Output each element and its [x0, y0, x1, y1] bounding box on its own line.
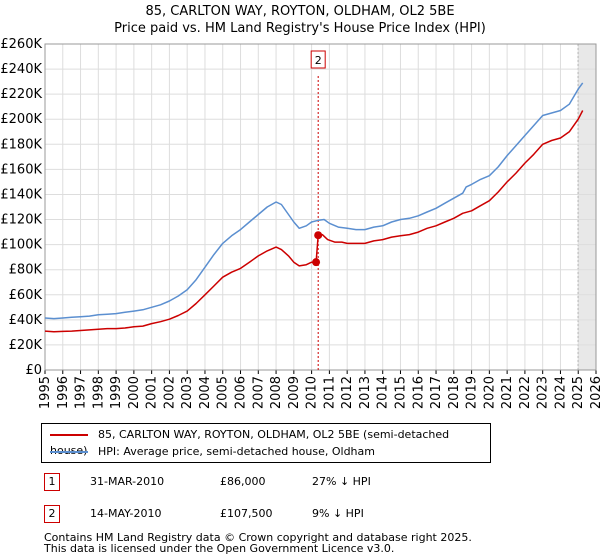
x-tick-label: 2015 [393, 376, 408, 409]
y-tick-label: £180K [0, 137, 42, 152]
plot-area [45, 44, 596, 370]
x-tick-label: 2021 [500, 376, 515, 409]
x-tick-label: 2024 [553, 376, 568, 409]
transaction-badge: 1 [44, 473, 60, 491]
x-tick-label: 2014 [376, 376, 391, 409]
chart-title-line1: 85, CARLTON WAY, ROYTON, OLDHAM, OL2 5BE [145, 4, 455, 19]
chart-title-line2: Price paid vs. HM Land Registry's House … [114, 21, 486, 36]
legend: 85, CARLTON WAY, ROYTON, OLDHAM, OL2 5BE… [41, 423, 491, 463]
x-tick-label: 2012 [340, 376, 355, 409]
x-tick-label: 2010 [305, 376, 320, 409]
x-tick-label: 2006 [234, 376, 249, 409]
x-tick-label: 1995 [38, 376, 53, 409]
x-tick-label: 1996 [56, 376, 71, 409]
x-tick-label: 2007 [251, 376, 266, 409]
future-shaded-region [578, 44, 596, 370]
x-tick-label: 2013 [358, 376, 373, 409]
transaction-price: £107,500 [220, 507, 273, 520]
x-tick-label: 2017 [429, 376, 444, 409]
x-tick-label: 2016 [411, 376, 426, 409]
y-tick-label: £260K [0, 37, 42, 52]
chart-title: 85, CARLTON WAY, ROYTON, OLDHAM, OL2 5BE… [0, 3, 600, 37]
y-tick-label: £80K [9, 263, 43, 278]
x-tick-label: 2011 [322, 376, 337, 409]
x-tick-label: 2001 [145, 376, 160, 409]
y-tick-label: £100K [0, 238, 42, 253]
y-tick-label: £120K [0, 213, 42, 228]
chart-svg: £0 £20K £40K £60K £80K £100K £120K £140K £160K £1… [0, 37, 600, 409]
sale-marker [314, 231, 323, 240]
legend-label-property: 85, CARLTON WAY, ROYTON, OLDHAM, OL2 5BE… [50, 428, 450, 457]
transaction-date: 14-MAY-2010 [90, 507, 162, 520]
x-tick-label: 2002 [162, 376, 177, 409]
x-tick-label: 2009 [287, 376, 302, 409]
annotation-badge-box [310, 50, 326, 69]
footer-line1: Contains HM Land Registry data © Crown c… [44, 531, 472, 544]
x-tick-label: 2018 [447, 376, 462, 409]
plot-frame [44, 43, 597, 371]
x-tick-label: 2022 [518, 376, 533, 409]
x-tick-label: 1998 [91, 376, 106, 409]
transaction-badge: 2 [44, 505, 60, 523]
legend-item-property: 85, CARLTON WAY, ROYTON, OLDHAM, OL2 5BE… [50, 427, 490, 457]
y-tick-label: £20K [9, 338, 43, 353]
transaction-hpi-diff: 9% ↓ HPI [312, 507, 364, 520]
x-tick-label: 2000 [127, 376, 142, 409]
x-tick-label: 2026 [589, 376, 600, 409]
y-tick-label: £200K [0, 112, 42, 127]
y-tick-label: £140K [0, 187, 42, 202]
x-tick-label: 2020 [482, 376, 497, 409]
footer: Contains HM Land Registry data © Crown c… [44, 532, 472, 554]
x-tick-label: 1997 [74, 376, 89, 409]
legend-swatch-property [50, 434, 88, 436]
y-tick-label: £240K [0, 62, 42, 77]
y-tick-label: £220K [0, 87, 42, 102]
legend-label-hpi: HPI: Average price, semi-detached house,… [98, 445, 375, 458]
y-tick-label: £0 [25, 363, 42, 378]
x-tick-label: 1999 [109, 376, 124, 409]
x-tick-label: 2025 [571, 376, 586, 409]
y-tick-label: £160K [0, 162, 42, 177]
y-tick-label: £60K [9, 288, 43, 303]
legend-item-hpi: HPI: Average price, semi-detached house,… [50, 444, 375, 460]
x-tick-label: 2023 [536, 376, 551, 409]
x-tick-label: 2003 [180, 376, 195, 409]
footer-line2: This data is licensed under the Open Gov… [44, 542, 395, 555]
series-line-hpi [44, 82, 584, 320]
sale-marker [312, 258, 321, 267]
transaction-hpi-diff: 27% ↓ HPI [312, 475, 371, 488]
x-tick-label: 2004 [198, 376, 213, 409]
annotation-badge-label: 2 [315, 54, 322, 67]
transaction-price: £86,000 [220, 475, 266, 488]
y-tick-label: £40K [9, 313, 43, 328]
x-tick-label: 2019 [465, 376, 480, 409]
x-tick-label: 2005 [216, 376, 231, 409]
transaction-date: 31-MAR-2010 [90, 475, 165, 488]
x-tick-label: 2008 [269, 376, 284, 409]
legend-swatch-hpi [50, 451, 88, 453]
